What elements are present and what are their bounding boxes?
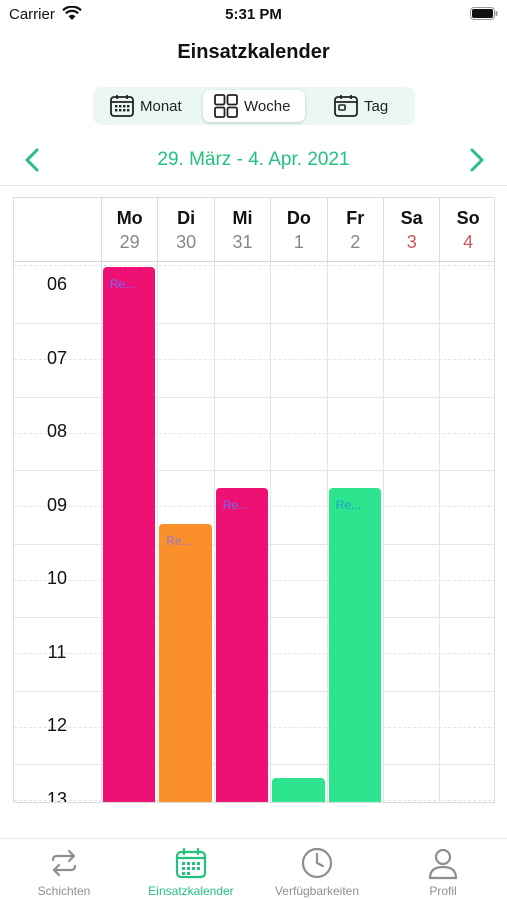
day-column-line — [270, 262, 272, 802]
hour-label: 11 — [47, 641, 67, 662]
shift-event[interactable]: Re... — [328, 487, 381, 802]
day-header[interactable]: Do 1 — [270, 198, 326, 262]
day-name: Sa — [400, 208, 423, 228]
day-column-line — [439, 262, 441, 802]
grid-line — [14, 265, 494, 266]
day-number: 29 — [119, 232, 140, 252]
calendar-icon — [175, 847, 207, 879]
tab-einsatzkalender[interactable]: Einsatzkalender — [136, 839, 246, 900]
tab-verfuegbarkeiten-label: Verfügbarkeiten — [274, 884, 360, 898]
grid-line — [14, 396, 494, 398]
tab-profil-label: Profil — [429, 884, 457, 898]
tab-month[interactable]: Monat — [99, 90, 199, 122]
week-calendar[interactable]: Mo 29 Di 30 Mi 31 Do 1 Fr 2 Sa 3 So 4 06 07 08 09 10 11 12 1… — [13, 197, 495, 803]
view-switch: Monat Woche Tag — [93, 87, 415, 125]
day-name: So — [456, 208, 480, 228]
chevron-right-icon[interactable] — [465, 147, 489, 173]
carrier-label: Carrier — [9, 6, 55, 23]
battery-icon — [470, 7, 498, 20]
hour-label: 07 — [46, 347, 68, 368]
day-number: 2 — [350, 232, 361, 252]
tab-verfuegbarkeiten[interactable]: Verfügbarkeiten — [262, 839, 372, 900]
day-name: Fr — [346, 208, 365, 228]
day-header[interactable]: Sa 3 — [383, 198, 439, 262]
calendar-month-icon — [110, 95, 134, 117]
grid-line — [14, 470, 494, 471]
day-header[interactable]: Fr 2 — [326, 198, 383, 262]
tab-week[interactable]: Woche — [203, 90, 305, 122]
day-column-line — [326, 262, 328, 802]
grid-line — [14, 323, 494, 324]
tab-day-label: Tag — [364, 97, 389, 115]
date-range-label: 29. März - 4. Apr. 2021 — [157, 149, 350, 170]
day-header[interactable]: So 4 — [439, 198, 494, 262]
event-title: Re... — [335, 497, 361, 512]
day-number: 31 — [232, 232, 253, 252]
hour-label: 13 — [46, 788, 68, 803]
grid-line — [14, 432, 494, 434]
hour-label: 12 — [46, 715, 68, 735]
shift-event[interactable]: Re... — [215, 487, 269, 802]
shift-event[interactable]: Re... — [159, 524, 212, 802]
person-icon — [428, 848, 458, 880]
day-number: 4 — [463, 232, 474, 252]
day-column-line — [157, 262, 159, 802]
tab-profil[interactable]: Profil — [398, 839, 488, 900]
shift-event[interactable]: Re... — [103, 267, 156, 802]
day-header[interactable]: Mo 29 — [101, 198, 157, 262]
event-title: Re... — [222, 497, 249, 512]
day-column-line — [101, 262, 102, 802]
day-name: Mi — [232, 208, 253, 228]
tab-day[interactable]: Tag — [323, 90, 411, 122]
day-column-line — [213, 262, 215, 802]
divider — [0, 185, 507, 186]
tab-week-label: Woche — [244, 97, 291, 115]
event-title: Re... — [166, 534, 192, 549]
clock-time: 5:31 PM — [225, 6, 282, 23]
clock-icon — [301, 847, 333, 879]
tab-schichten-label: Schichten — [37, 884, 91, 898]
calendar-day-icon — [334, 95, 358, 117]
tab-bar: Schichten Einsatzkalender Verfügbarkeite… — [0, 838, 507, 900]
tab-month-label: Monat — [140, 97, 182, 115]
hour-label: 08 — [46, 421, 68, 441]
wifi-icon — [62, 6, 82, 20]
day-name: Mo — [116, 208, 143, 228]
day-number: 3 — [406, 232, 417, 252]
day-number: 1 — [293, 232, 304, 252]
tab-schichten[interactable]: Schichten — [14, 839, 114, 900]
hour-label: 10 — [46, 568, 68, 588]
day-name: Di — [177, 208, 196, 228]
day-number: 30 — [176, 232, 197, 252]
status-bar: Carrier 5:31 PM — [0, 0, 507, 30]
hour-label: 09 — [46, 494, 68, 515]
swap-arrows-icon — [51, 849, 77, 877]
hour-label: 06 — [46, 274, 68, 294]
page-title: Einsatzkalender — [177, 41, 330, 63]
date-navigation: 29. März - 4. Apr. 2021 — [0, 142, 507, 178]
event-title: Re... — [110, 277, 136, 291]
chevron-left-icon[interactable] — [20, 147, 44, 173]
shift-event[interactable] — [272, 777, 325, 802]
day-header[interactable]: Mi 31 — [213, 198, 270, 262]
day-header[interactable]: Di 30 — [157, 198, 213, 262]
day-name: Do — [286, 208, 311, 228]
grid-line — [14, 359, 494, 360]
day-column-line — [383, 262, 384, 802]
tab-einsatzkalender-label: Einsatzkalender — [148, 884, 234, 898]
calendar-header: Mo 29 Di 30 Mi 31 Do 1 Fr 2 Sa 3 So 4 — [14, 198, 494, 262]
grid-icon — [214, 94, 238, 118]
